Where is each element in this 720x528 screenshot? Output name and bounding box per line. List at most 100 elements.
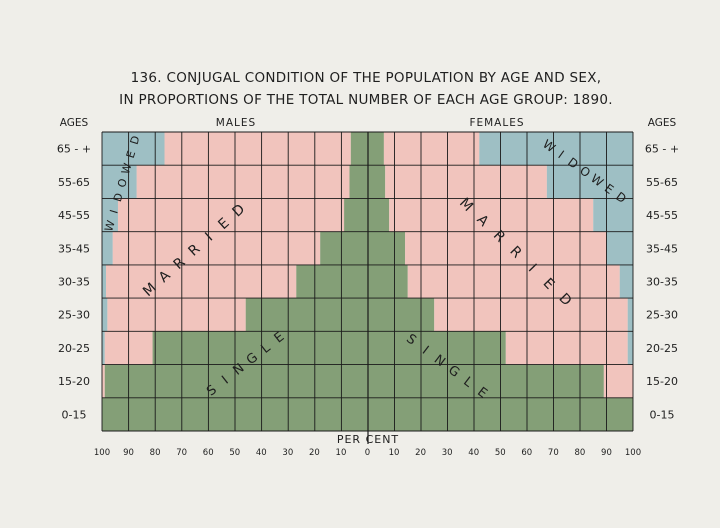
males-header: MALES xyxy=(216,117,256,129)
x-tick-label-19: 90 xyxy=(601,448,612,458)
x-tick-label-2: 80 xyxy=(150,448,161,458)
x-tick-labels: 100 90 80 70 60 50 40 30 20 10 0 10 20 30 40 50 60 70 80 90… xyxy=(94,448,641,458)
x-tick-label-0: 100 xyxy=(94,448,110,458)
age-label-right-7: 15-20 xyxy=(646,375,678,388)
x-axis-label: PER CENT xyxy=(337,433,399,446)
widowed-left-label-letter-0: W xyxy=(102,219,118,233)
bar-female-married-7 xyxy=(603,364,633,398)
bar-male-single-6 xyxy=(152,331,368,365)
bar-male-widowed-0 xyxy=(102,132,165,166)
bar-female-single-7 xyxy=(368,364,604,398)
bar-male-married-1 xyxy=(136,165,350,199)
age-label-right-1: 55-65 xyxy=(646,176,678,189)
bar-male-widowed-2 xyxy=(102,198,118,232)
x-tick-label-17: 70 xyxy=(548,448,559,458)
bar-female-widowed-6 xyxy=(627,331,633,365)
bar-male-widowed-1 xyxy=(102,165,137,199)
age-label-left-4: 30-35 xyxy=(58,276,90,289)
widowed-left-label-letter-4: W xyxy=(119,162,135,176)
bar-female-widowed-3 xyxy=(606,231,633,265)
bar-female-single-2 xyxy=(368,198,390,232)
age-label-left-2: 45-55 xyxy=(58,209,90,222)
bar-male-single-0 xyxy=(350,132,368,166)
bar-female-married-0 xyxy=(383,132,480,166)
x-tick-label-9: 10 xyxy=(336,448,347,458)
bar-female-widowed-5 xyxy=(627,298,633,332)
x-tick-label-10: 0 xyxy=(365,448,370,458)
bar-male-single-2 xyxy=(344,198,368,232)
age-label-right-3: 35-45 xyxy=(646,242,678,255)
x-tick-label-20: 100 xyxy=(625,448,641,458)
bar-male-widowed-5 xyxy=(102,298,108,332)
age-labels: 65 - + 65 - + 55-65 55-65 45-55 45-55 35-45 35-… xyxy=(57,143,679,422)
widowed-left-label-letter-3: O xyxy=(115,177,130,189)
chart-title-line2: IN PROPORTIONS OF THE TOTAL NUMBER OF EA… xyxy=(119,92,613,108)
bar-female-married-1 xyxy=(385,165,547,199)
bar-female-married-2 xyxy=(389,198,594,232)
females-header: FEMALES xyxy=(469,117,524,129)
bar-female-single-6 xyxy=(368,331,506,365)
bar-male-widowed-4 xyxy=(102,264,106,299)
grid-lines xyxy=(101,131,634,444)
bar-male-widowed-3 xyxy=(102,231,113,265)
bar-male-single-1 xyxy=(349,165,368,199)
age-label-left-8: 0-15 xyxy=(62,408,87,421)
x-tick-label-13: 30 xyxy=(442,448,453,458)
bar-male-single-7 xyxy=(104,364,368,398)
bar-male-single-5 xyxy=(245,298,368,332)
x-tick-label-14: 40 xyxy=(468,448,479,458)
bar-female-married-4 xyxy=(407,264,620,299)
bar-female-widowed-1 xyxy=(546,165,633,199)
widowed-right-label-letter-1: I xyxy=(555,148,566,161)
bar-female-single-3 xyxy=(368,231,406,265)
age-label-right-0: 65 - + xyxy=(645,143,679,156)
widowed-left-label-letter-5: E xyxy=(124,149,138,159)
x-tick-label-7: 30 xyxy=(282,448,293,458)
age-label-right-8: 0-15 xyxy=(650,408,675,421)
bar-female-single-1 xyxy=(368,165,386,199)
bar-female-widowed-4 xyxy=(619,264,633,299)
age-label-left-6: 20-25 xyxy=(58,342,90,355)
x-tick-label-3: 70 xyxy=(176,448,187,458)
age-label-left-7: 15-20 xyxy=(58,375,90,388)
age-label-left-5: 25-30 xyxy=(58,309,90,322)
x-tick-label-15: 50 xyxy=(495,448,506,458)
bar-female-widowed-2 xyxy=(593,198,633,232)
x-tick-label-6: 40 xyxy=(256,448,267,458)
bar-male-married-3 xyxy=(112,231,321,265)
age-label-right-5: 25-30 xyxy=(646,309,678,322)
bar-male-married-4 xyxy=(105,264,297,299)
bar-male-married-7 xyxy=(102,364,105,398)
age-label-left-1: 55-65 xyxy=(58,176,90,189)
bar-female-single-5 xyxy=(368,298,435,332)
bar-female-widowed-0 xyxy=(479,132,633,166)
bar-male-single-3 xyxy=(320,231,368,265)
x-tick-label-11: 10 xyxy=(389,448,400,458)
widowed-left-label-letter-2: D xyxy=(111,191,126,203)
x-tick-label-12: 20 xyxy=(415,448,426,458)
bar-male-married-0 xyxy=(164,132,351,166)
left-ages-header: AGES xyxy=(60,117,89,129)
bar-male-married-5 xyxy=(107,298,246,332)
x-tick-label-18: 80 xyxy=(574,448,585,458)
bar-segments xyxy=(102,132,633,431)
x-tick-label-8: 20 xyxy=(309,448,320,458)
x-tick-label-16: 60 xyxy=(521,448,532,458)
age-label-right-2: 45-55 xyxy=(646,209,678,222)
age-label-left-3: 35-45 xyxy=(58,242,90,255)
bar-female-married-3 xyxy=(405,231,607,265)
widowed-left-label-letter-1: I xyxy=(108,208,121,215)
x-tick-label-5: 50 xyxy=(229,448,240,458)
age-label-right-6: 20-25 xyxy=(646,342,678,355)
bar-female-single-0 xyxy=(368,132,384,166)
age-label-left-0: 65 - + xyxy=(57,143,91,156)
right-ages-header: AGES xyxy=(648,117,677,129)
bar-male-single-4 xyxy=(296,264,368,299)
bar-female-married-6 xyxy=(505,331,628,365)
bar-male-widowed-6 xyxy=(102,331,105,365)
bar-female-married-5 xyxy=(434,298,628,332)
age-label-right-4: 30-35 xyxy=(646,276,678,289)
x-tick-label-4: 60 xyxy=(203,448,214,458)
